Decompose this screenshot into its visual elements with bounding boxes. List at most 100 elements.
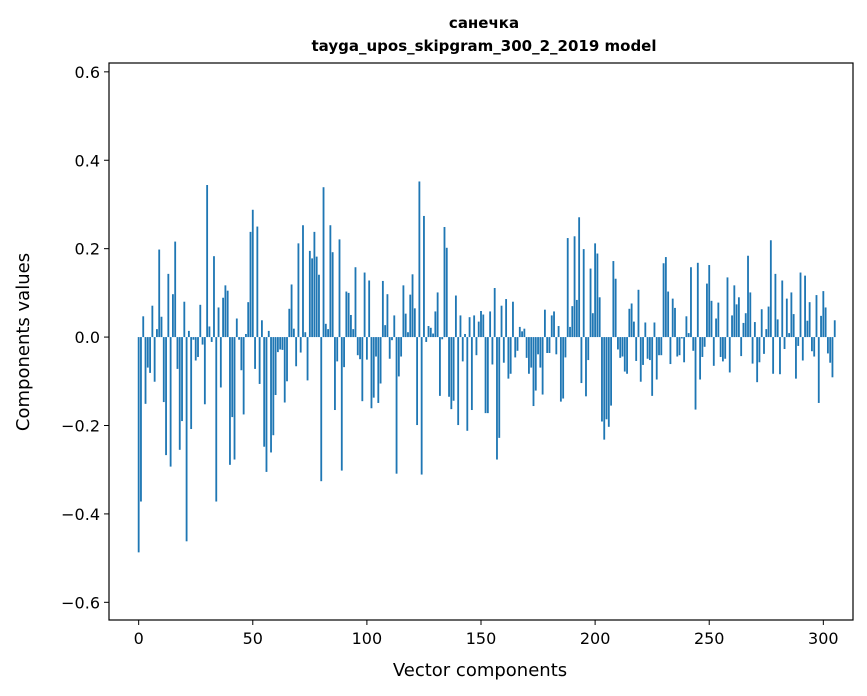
bar [605,337,608,420]
bar [388,337,391,359]
bar [281,337,284,350]
bar [512,301,514,338]
bar [708,265,711,338]
chart-title-line2: tayga_upos_skipgram_300_2_2019 model [312,37,657,55]
bar [546,337,549,353]
bar [475,337,478,356]
x-tick-label: 150 [466,629,497,648]
bar [258,337,261,384]
bar [564,337,567,358]
bar [569,326,571,338]
y-tick-label: 0.0 [75,328,100,347]
bar [758,337,761,363]
bar [395,337,398,474]
bar [749,292,752,338]
bar [532,337,535,407]
bar [276,337,279,353]
bar [594,243,597,338]
bar [436,292,439,338]
bar [443,227,446,338]
bar [322,187,325,338]
bar [409,294,412,338]
bar [692,337,695,351]
bar [690,267,692,338]
bar [591,313,594,338]
bar [683,337,686,363]
bar [783,337,786,350]
bar [217,307,220,338]
bar [710,300,713,338]
bar [233,337,236,460]
bar [251,209,254,338]
bar [603,337,606,440]
bar [765,329,768,338]
y-tick-label: −0.4 [61,505,100,524]
bar [760,309,763,338]
bar [279,337,282,350]
bar [315,256,318,338]
bar [413,308,416,338]
bar [425,337,428,342]
bar [767,306,770,338]
bar [662,263,665,338]
bar [530,337,533,368]
bar [439,337,441,396]
bar [260,320,263,338]
bar [571,306,574,338]
bar [199,304,202,338]
bar [477,321,480,338]
bar [799,272,802,338]
y-tick-label: 0.4 [75,151,100,170]
bar [238,337,240,340]
x-tick-label: 200 [580,629,611,648]
bar [797,337,800,346]
bar [334,337,336,411]
bar [509,337,512,374]
x-tick-label: 100 [352,629,383,648]
bar [240,337,243,371]
bar [717,302,720,338]
bar [313,231,316,338]
bar [242,337,245,415]
bar [756,337,759,383]
bar [747,255,749,338]
bar [722,337,724,362]
bar [235,318,238,338]
bar [785,298,788,338]
bar [651,337,654,396]
bar [559,337,562,402]
bar [514,337,517,358]
bar [386,294,389,338]
x-tick-label: 50 [243,629,263,648]
bar [359,337,361,360]
bar [774,273,777,338]
bar [813,337,816,357]
bar [751,337,754,364]
bar [589,268,592,338]
bar [628,308,631,338]
bar [557,326,560,338]
bar [377,337,380,403]
bar [696,262,699,338]
bar [265,337,268,472]
bar [505,299,508,338]
bar [482,314,485,338]
bar [295,337,298,367]
bar [824,307,827,338]
bar [404,313,407,338]
bar [502,337,505,363]
bar [466,337,469,431]
bar [429,327,432,338]
bar [213,256,215,338]
bar [740,337,743,357]
bar [795,337,797,379]
x-tick-label: 300 [808,629,839,648]
bar [578,217,581,338]
bar [676,337,679,357]
bar [368,280,371,338]
bar [648,337,651,361]
bar [715,318,717,338]
bar [201,337,204,345]
bar [685,316,688,338]
bar [712,337,715,366]
